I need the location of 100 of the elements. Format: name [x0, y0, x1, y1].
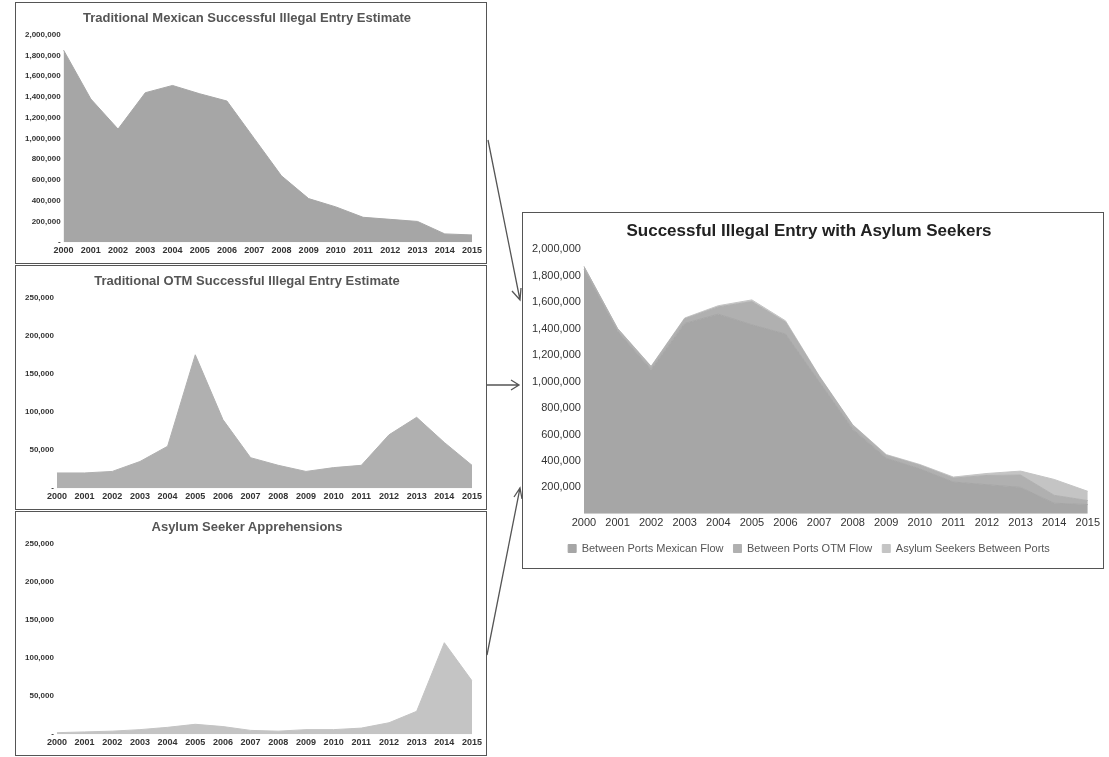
x-tick-label: 2000 [46, 491, 67, 502]
y-tick-label: 2,000,000 [532, 242, 581, 255]
y-tick-label: 250,000 [25, 538, 55, 548]
x-tick-label: 2014 [434, 245, 455, 256]
y-tick-label: 1,200,000 [25, 112, 62, 122]
y-tick-label: - [51, 729, 55, 739]
x-tick-label: 2011 [941, 516, 966, 529]
y-tick-label: 600,000 [541, 427, 581, 440]
x-tick-label: 2004 [157, 737, 178, 748]
x-tick-label: 2011 [351, 737, 372, 748]
y-tick-label: 100,000 [25, 653, 55, 663]
x-tick-label: 2007 [806, 516, 832, 529]
x-tick-label: 2007 [240, 491, 261, 502]
x-tick-label: 2007 [244, 245, 265, 256]
x-tick-label: 2001 [74, 737, 95, 748]
x-tick-label: 2011 [351, 491, 372, 502]
x-tick-label: 2000 [53, 245, 74, 256]
x-tick-label: 2003 [135, 245, 156, 256]
x-tick-label: 2006 [773, 516, 798, 529]
x-tick-label: 2001 [605, 516, 630, 529]
x-tick-label: 2012 [974, 516, 1000, 529]
x-tick-label: 2015 [1075, 516, 1101, 529]
x-tick-label: 2008 [268, 491, 289, 502]
y-tick-label: 1,400,000 [532, 321, 581, 334]
chart-title: Traditional OTM Successful Illegal Entry Estimate [94, 273, 400, 289]
y-tick-label: 800,000 [31, 154, 62, 164]
x-tick-label: 2015 [461, 491, 483, 502]
x-tick-label: 2009 [298, 245, 319, 256]
x-tick-label: 2014 [1041, 516, 1067, 529]
y-tick-label: 200,000 [541, 480, 581, 493]
x-tick-label: 2012 [380, 245, 401, 256]
y-tick-label: 1,600,000 [532, 295, 581, 308]
x-tick-label: 2003 [129, 491, 150, 502]
x-tick-label: 2000 [46, 737, 67, 748]
y-tick-label: 1,600,000 [25, 71, 62, 81]
x-tick-label: 2001 [80, 245, 101, 256]
y-tick-label: 50,000 [29, 445, 55, 455]
x-tick-label: 2012 [378, 737, 399, 748]
x-tick-label: 2008 [840, 516, 865, 529]
y-tick-label: 150,000 [25, 369, 55, 379]
y-tick-label: 2,000,000 [25, 29, 62, 39]
x-tick-label: 2005 [739, 516, 765, 529]
x-tick-label: 2014 [434, 491, 455, 502]
y-tick-label: - [51, 483, 55, 493]
y-tick-label: 1,800,000 [532, 268, 581, 281]
x-tick-label: 2005 [189, 245, 210, 256]
y-tick-label: 800,000 [541, 401, 581, 414]
x-tick-label: 2011 [353, 245, 373, 256]
x-tick-label: 2004 [706, 516, 731, 529]
x-tick-label: 2003 [672, 516, 697, 529]
x-tick-label: 2009 [873, 516, 899, 529]
x-tick-label: 2002 [108, 245, 129, 256]
x-tick-label: 2003 [129, 737, 150, 748]
y-tick-label: 400,000 [31, 195, 62, 205]
x-tick-label: 2005 [185, 491, 206, 502]
x-tick-label: 2013 [407, 245, 428, 256]
x-tick-label: 2009 [295, 491, 316, 502]
x-tick-label: 2010 [323, 491, 344, 502]
y-tick-label: 1,400,000 [25, 92, 62, 102]
x-tick-label: 2002 [102, 491, 123, 502]
x-tick-label: 2010 [907, 516, 933, 529]
x-tick-label: 2012 [378, 491, 399, 502]
y-tick-label: 250,000 [25, 292, 55, 302]
x-tick-label: 2002 [638, 516, 664, 529]
x-tick-label: 2015 [461, 737, 483, 748]
y-tick-label: 1,200,000 [532, 348, 581, 361]
y-tick-label: 100,000 [25, 407, 55, 417]
y-tick-label: - [57, 237, 61, 247]
x-tick-label: 2007 [240, 737, 261, 748]
x-tick-label: 2008 [268, 737, 289, 748]
x-tick-label: 2000 [571, 516, 597, 529]
y-tick-label: 600,000 [31, 175, 62, 185]
x-tick-label: 2013 [1008, 516, 1033, 529]
y-tick-label: 1,000,000 [532, 374, 581, 387]
chart-title: Asylum Seeker Apprehensions [151, 519, 343, 535]
x-tick-label: 2013 [406, 737, 427, 748]
x-tick-label: 2009 [295, 737, 316, 748]
chart-title: Successful Illegal Entry with Asylum Seekers [626, 220, 992, 240]
y-tick-label: 200,000 [25, 330, 55, 340]
x-tick-label: 2010 [323, 737, 344, 748]
x-tick-label: 2001 [74, 491, 95, 502]
x-tick-label: 2008 [271, 245, 292, 256]
y-tick-label: 400,000 [541, 453, 581, 466]
x-tick-label: 2002 [102, 737, 123, 748]
y-tick-label: 200,000 [25, 576, 55, 586]
x-tick-label: 2010 [325, 245, 346, 256]
y-tick-label: 1,800,000 [25, 50, 62, 60]
legend-label: Between Ports Mexican Flow [581, 541, 724, 554]
x-tick-label: 2005 [185, 737, 206, 748]
y-tick-label: 150,000 [25, 615, 55, 625]
x-tick-label: 2006 [216, 245, 237, 256]
y-tick-label: 200,000 [31, 216, 62, 226]
x-tick-label: 2015 [461, 245, 483, 256]
x-tick-label: 2006 [212, 491, 233, 502]
chart-title: Traditional Mexican Successful Illegal Entry Estimate [82, 10, 412, 26]
legend-label: Asylum Seekers Between Ports [895, 541, 1051, 554]
x-tick-label: 2004 [162, 245, 183, 256]
x-tick-label: 2013 [406, 491, 427, 502]
y-tick-label: 50,000 [29, 691, 55, 701]
x-tick-label: 2014 [434, 737, 455, 748]
